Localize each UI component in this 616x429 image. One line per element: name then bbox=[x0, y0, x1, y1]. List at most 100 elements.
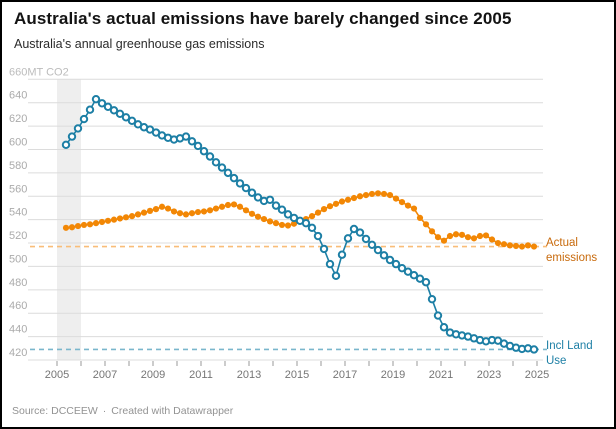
data-point-actual-emissions bbox=[464, 234, 472, 241]
data-point-incl-land-use bbox=[199, 147, 209, 156]
data-point-actual-emissions bbox=[314, 209, 322, 216]
data-point-incl-land-use bbox=[235, 179, 245, 188]
data-point-incl-land-use bbox=[427, 294, 437, 304]
data-point-actual-emissions bbox=[128, 213, 136, 220]
data-point-actual-emissions bbox=[134, 211, 142, 218]
data-point-actual-emissions bbox=[260, 215, 268, 223]
data-point-actual-emissions bbox=[230, 201, 238, 208]
svg-text:600: 600 bbox=[9, 136, 27, 148]
data-point-incl-land-use bbox=[67, 132, 77, 141]
data-point-actual-emissions bbox=[320, 206, 328, 213]
svg-text:2019: 2019 bbox=[381, 369, 405, 381]
data-point-incl-land-use bbox=[337, 250, 347, 259]
svg-text:2025: 2025 bbox=[525, 369, 549, 381]
source-name: DCCEEW bbox=[51, 405, 98, 417]
data-point-actual-emissions bbox=[272, 220, 280, 227]
y-axis-labels: 420 440 460 480 500 520 540 560 580 600 620 640 660M… bbox=[9, 66, 69, 359]
svg-text:2011: 2011 bbox=[189, 369, 213, 381]
data-point-incl-land-use bbox=[529, 345, 539, 354]
svg-text:2023: 2023 bbox=[477, 369, 501, 381]
data-point-actual-emissions bbox=[410, 205, 418, 212]
svg-text:440: 440 bbox=[9, 324, 27, 336]
data-point-incl-land-use bbox=[265, 195, 275, 204]
data-point-actual-emissions bbox=[458, 231, 466, 238]
data-point-actual-emissions bbox=[182, 211, 190, 218]
data-point-actual-emissions bbox=[482, 232, 490, 239]
data-point-actual-emissions bbox=[158, 203, 166, 210]
data-point-actual-emissions bbox=[212, 205, 220, 212]
data-point-actual-emissions bbox=[338, 198, 346, 205]
data-point-actual-emissions bbox=[80, 221, 88, 229]
data-point-actual-emissions bbox=[110, 216, 118, 223]
data-point-incl-land-use bbox=[61, 140, 71, 149]
data-point-actual-emissions bbox=[452, 231, 460, 238]
data-point-incl-land-use bbox=[109, 106, 119, 115]
data-point-actual-emissions bbox=[242, 207, 250, 214]
data-point-actual-emissions bbox=[266, 218, 274, 225]
data-point-incl-land-use bbox=[247, 188, 257, 197]
data-point-actual-emissions bbox=[404, 202, 412, 209]
data-point-actual-emissions bbox=[494, 239, 502, 247]
data-point-incl-land-use bbox=[385, 255, 395, 265]
data-point-incl-land-use bbox=[73, 124, 83, 133]
data-point-incl-land-use bbox=[415, 274, 425, 283]
svg-text:620: 620 bbox=[9, 113, 27, 125]
data-point-actual-emissions bbox=[332, 200, 340, 207]
source-prefix: Source: bbox=[12, 405, 52, 417]
series-actual-emissions bbox=[62, 190, 538, 250]
data-point-actual-emissions bbox=[434, 234, 442, 241]
data-point-incl-land-use bbox=[217, 163, 227, 172]
source-attribution: Source: DCCEEW · Created with Datawrapper bbox=[12, 405, 572, 417]
data-point-actual-emissions bbox=[380, 190, 388, 198]
svg-text:420: 420 bbox=[9, 347, 27, 359]
data-point-incl-land-use bbox=[103, 102, 113, 111]
data-point-incl-land-use bbox=[319, 244, 329, 254]
data-point-actual-emissions bbox=[374, 190, 382, 197]
svg-text:560: 560 bbox=[9, 183, 27, 195]
data-point-incl-land-use bbox=[373, 245, 383, 255]
data-point-actual-emissions bbox=[176, 210, 184, 217]
series-label-incl-land-use: Incl Land Use bbox=[546, 340, 593, 367]
data-point-actual-emissions bbox=[206, 207, 214, 214]
chart-title: Australia's actual emissions have barely… bbox=[14, 9, 512, 28]
data-point-incl-land-use bbox=[121, 113, 131, 122]
data-point-actual-emissions bbox=[104, 217, 112, 224]
data-point-incl-land-use bbox=[91, 94, 101, 104]
x-axis-labels: 2005 2007 2009 2011 2013 2015 2017 2019 2021 2023… bbox=[45, 369, 549, 381]
data-point-incl-land-use bbox=[367, 240, 377, 249]
data-point-actual-emissions bbox=[122, 214, 130, 221]
data-point-actual-emissions bbox=[164, 205, 172, 212]
svg-text:520: 520 bbox=[9, 230, 27, 242]
data-point-incl-land-use bbox=[193, 141, 203, 151]
data-point-incl-land-use bbox=[301, 218, 311, 228]
data-point-incl-land-use bbox=[79, 114, 89, 124]
data-point-actual-emissions bbox=[224, 201, 232, 209]
data-point-actual-emissions bbox=[278, 221, 286, 229]
x-axis-ticks bbox=[56, 361, 538, 366]
datawrapper-attribution: Created with Datawrapper bbox=[111, 405, 234, 417]
data-point-actual-emissions bbox=[194, 208, 202, 216]
separator-dot: · bbox=[102, 405, 107, 417]
data-point-actual-emissions bbox=[152, 206, 160, 213]
data-point-actual-emissions bbox=[284, 222, 292, 229]
data-point-actual-emissions bbox=[476, 232, 484, 240]
data-point-actual-emissions bbox=[398, 199, 406, 206]
data-point-actual-emissions bbox=[140, 209, 148, 216]
y-axis-unit-label: 660MT CO2 bbox=[9, 66, 69, 78]
data-point-actual-emissions bbox=[446, 232, 454, 240]
data-point-incl-land-use bbox=[403, 267, 413, 276]
svg-text:2013: 2013 bbox=[237, 369, 261, 381]
data-point-incl-land-use bbox=[379, 251, 389, 260]
data-point-actual-emissions bbox=[200, 208, 208, 215]
data-point-incl-land-use bbox=[361, 234, 371, 244]
data-point-actual-emissions bbox=[368, 190, 376, 198]
data-point-actual-emissions bbox=[248, 210, 256, 217]
data-point-actual-emissions bbox=[518, 243, 526, 250]
data-point-actual-emissions bbox=[62, 224, 70, 231]
data-point-actual-emissions bbox=[68, 224, 76, 231]
data-point-incl-land-use bbox=[181, 132, 191, 141]
data-point-actual-emissions bbox=[428, 228, 436, 235]
data-point-actual-emissions bbox=[440, 237, 448, 244]
